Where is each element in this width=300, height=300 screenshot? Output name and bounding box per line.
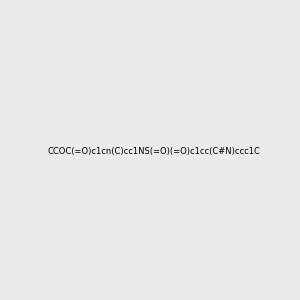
Text: CCOC(=O)c1cn(C)cc1NS(=O)(=O)c1cc(C#N)ccc1C: CCOC(=O)c1cn(C)cc1NS(=O)(=O)c1cc(C#N)ccc… <box>47 147 260 156</box>
